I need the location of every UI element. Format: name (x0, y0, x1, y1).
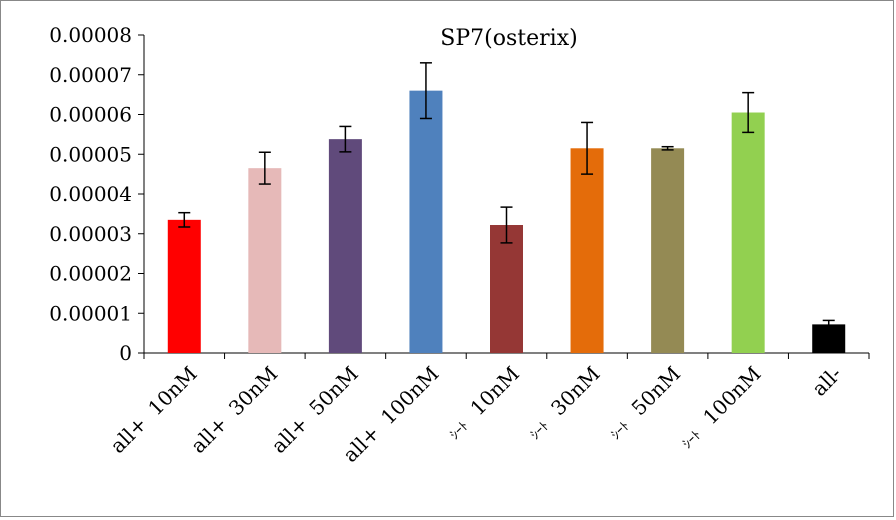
x-category-label: ｼｰﾄ100nM (674, 362, 765, 453)
y-tick-label: 0.00005 (49, 142, 132, 166)
y-tick-label: 0.00004 (49, 182, 132, 206)
bar (409, 90, 443, 354)
x-category-label: ｼｰﾄ10nM (442, 362, 524, 444)
x-category-prefix: ｼｰﾄ (680, 428, 704, 452)
x-category-value: 30nM (546, 362, 605, 421)
bar (167, 219, 201, 353)
x-category-label: ｼｰﾄ30nM (522, 362, 604, 444)
chart-title: SP7(osterix) (440, 26, 577, 51)
x-category-value: 50nM (627, 362, 686, 421)
y-tick-label: 0.00002 (49, 262, 132, 286)
bar (328, 139, 362, 353)
bar (651, 148, 685, 353)
x-category-value: 10nM (465, 362, 524, 421)
y-tick-label: 0 (119, 341, 132, 365)
x-category-prefix: all+ (186, 412, 232, 458)
bar (570, 148, 604, 353)
y-tick-label: 0.00007 (49, 63, 132, 87)
x-category-value: 100nM (376, 362, 444, 430)
y-tick-label: 0.00003 (49, 222, 132, 246)
y-tick-label: 0.00006 (49, 103, 132, 127)
bar (812, 324, 846, 353)
plot-area: 0.00008 0.00007 0.00006 0.00005 0.00004 0.000… (49, 23, 870, 467)
y-tick-label: 0.00001 (49, 301, 132, 325)
x-category-value: 50nM (304, 362, 363, 421)
x-category-prefix: ｼｰﾄ (528, 419, 552, 443)
x-category-value: 30nM (224, 362, 283, 421)
x-category-prefix: all+ (105, 412, 151, 458)
x-category-label: ｼｰﾄ50nM (603, 362, 685, 444)
bar (248, 168, 282, 353)
x-category-prefix: ｼｰﾄ (447, 419, 471, 443)
x-category-label: all- (807, 362, 846, 401)
x-category-prefix: ｼｰﾄ (609, 419, 633, 443)
bar (731, 112, 765, 353)
x-category-prefix: all+ (338, 421, 384, 467)
x-category-value: 100nM (698, 362, 766, 430)
x-category-value: 10nM (143, 362, 202, 421)
y-tick-label: 0.00008 (49, 23, 132, 47)
bar (490, 225, 523, 353)
x-category-prefix: all+ (267, 412, 313, 458)
